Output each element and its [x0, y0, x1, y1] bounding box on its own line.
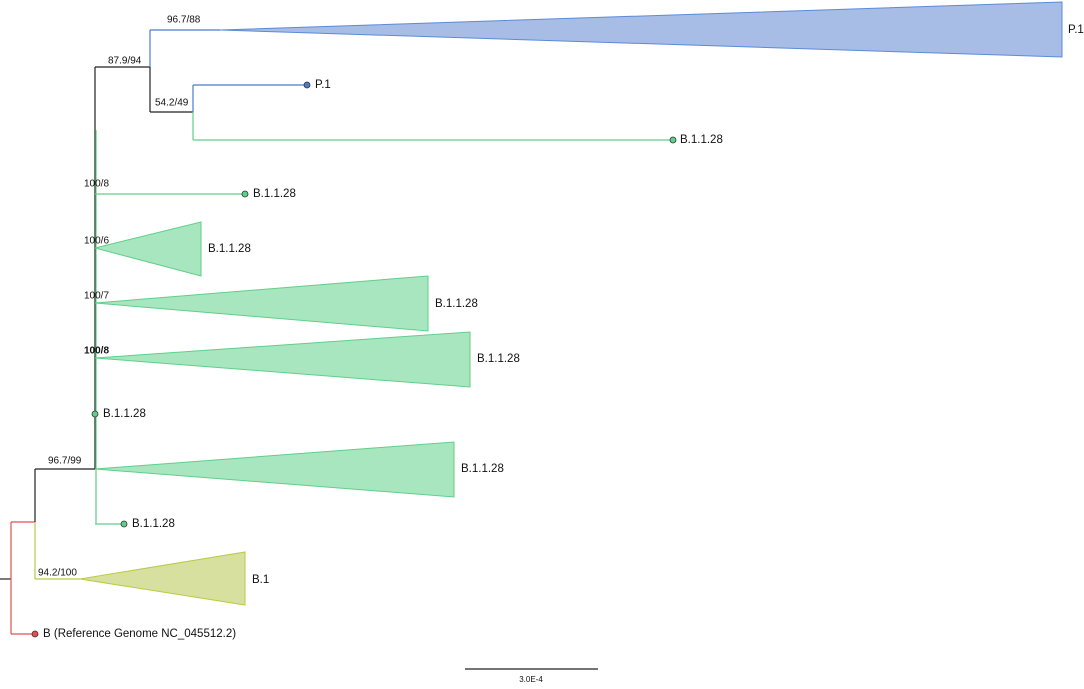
tip-label: P.1 [1068, 24, 1084, 36]
tip-label: P.1 [315, 79, 331, 91]
support-value: 100/7 [84, 291, 109, 302]
support-value: 87.9/94 [108, 56, 142, 67]
tip-label: B.1.1.28 [103, 408, 146, 420]
support-value: 96.7/99 [48, 456, 82, 467]
branches [0, 29, 673, 635]
tip-label: B.1.1.28 [208, 243, 251, 255]
tip-label: B.1.1.28 [132, 518, 175, 530]
tip [241, 190, 249, 198]
tip-label: B.1.1.28 [461, 463, 504, 475]
clade-triangle [219, 1, 1063, 58]
tip-label: B.1.1.28 [253, 188, 296, 200]
tip-dots [31, 81, 677, 638]
tip-label: B.1.1.28 [680, 134, 723, 146]
support-value: 100/6 [84, 236, 109, 247]
tip [91, 410, 99, 418]
clade-triangle [79, 551, 246, 606]
tip [31, 630, 39, 638]
collapsed-clades [79, 1, 1063, 606]
support-value: 100/8 [84, 179, 109, 190]
tip-label: B.1.1.28 [435, 298, 478, 310]
tip [120, 520, 128, 528]
clade-triangle [94, 441, 455, 498]
tip-labels: P.1 P.1 B.1.1.28 B.1.1.28 B.1.1.28 B.1.1… [43, 24, 1084, 640]
support-value: 94.2/100 [38, 568, 77, 579]
scale-label: 3.0E-4 [519, 675, 543, 684]
tip [669, 136, 677, 144]
tip-label: B (Reference Genome NC_045512.2) [43, 628, 236, 640]
tip-label: B.1 [252, 574, 269, 586]
tip-label: B.1.1.28 [477, 353, 520, 365]
clade-triangle [94, 275, 429, 332]
support-value: 96.7/88 [167, 15, 201, 26]
clade-triangle [94, 221, 202, 277]
scale-bar: 3.0E-4 [465, 668, 598, 684]
support-value: 54.2/49 [155, 98, 189, 109]
clade-triangle [94, 331, 471, 388]
tip [303, 81, 311, 89]
support-values: 96.7/88 87.9/94 54.2/49 100/8 100/6 100/… [38, 15, 201, 579]
support-value: 100/8 [84, 346, 109, 357]
